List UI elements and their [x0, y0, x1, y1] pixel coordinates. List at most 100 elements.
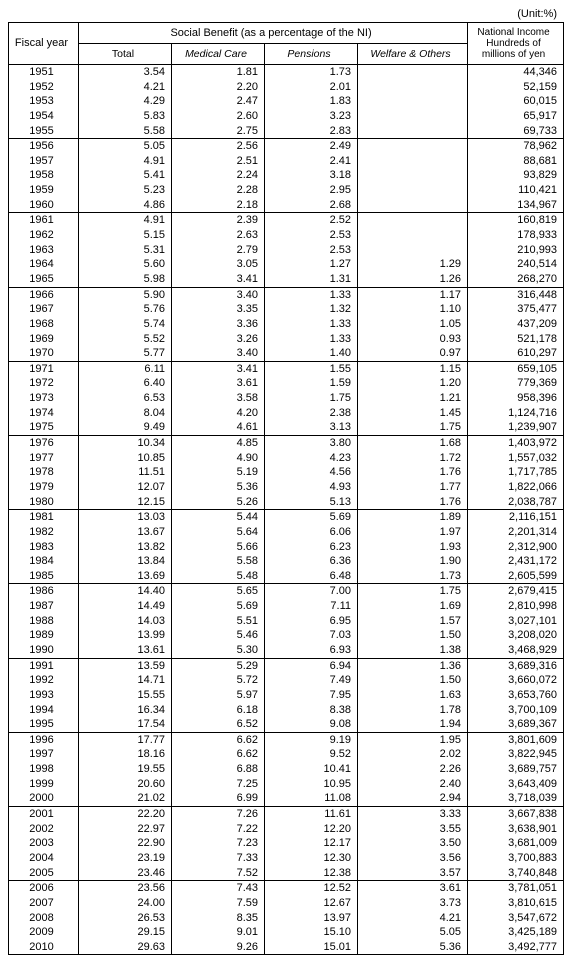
cell-national-income: 3,801,609 [468, 732, 564, 747]
social-benefit-table: Fiscal year Social Benefit (as a percent… [8, 22, 564, 955]
table-row: 19685.743.361.331.05437,209 [9, 317, 564, 332]
cell-year: 1968 [9, 317, 79, 332]
cell-medical: 5.64 [172, 525, 265, 540]
cell-welfare [358, 65, 468, 80]
cell-medical: 5.72 [172, 673, 265, 688]
cell-year: 1989 [9, 628, 79, 643]
cell-medical: 2.51 [172, 154, 265, 169]
cell-national-income: 659,105 [468, 361, 564, 376]
cell-total: 5.41 [79, 168, 172, 183]
cell-total: 10.34 [79, 436, 172, 451]
table-row: 198913.995.467.031.503,208,020 [9, 628, 564, 643]
cell-medical: 2.56 [172, 139, 265, 154]
cell-welfare: 1.38 [358, 643, 468, 658]
cell-national-income: 3,810,615 [468, 896, 564, 911]
cell-total: 14.49 [79, 599, 172, 614]
cell-total: 13.59 [79, 658, 172, 673]
cell-welfare [358, 94, 468, 109]
header-fiscal-year: Fiscal year [9, 23, 79, 65]
cell-medical: 8.35 [172, 911, 265, 926]
cell-welfare: 1.17 [358, 287, 468, 302]
table-row: 198413.845.586.361.902,431,172 [9, 554, 564, 569]
table-row: 19655.983.411.311.26268,270 [9, 272, 564, 287]
cell-medical: 6.62 [172, 732, 265, 747]
cell-national-income: 2,431,172 [468, 554, 564, 569]
cell-year: 2006 [9, 881, 79, 896]
cell-pensions: 11.61 [265, 807, 358, 822]
table-row: 19736.533.581.751.21958,396 [9, 391, 564, 406]
cell-medical: 7.25 [172, 777, 265, 792]
cell-medical: 7.22 [172, 822, 265, 837]
cell-year: 1973 [9, 391, 79, 406]
cell-pensions: 10.95 [265, 777, 358, 792]
cell-total: 5.98 [79, 272, 172, 287]
cell-year: 1981 [9, 510, 79, 525]
table-row: 199718.166.629.522.023,822,945 [9, 747, 564, 762]
cell-national-income: 2,116,151 [468, 510, 564, 525]
cell-medical: 6.88 [172, 762, 265, 777]
cell-national-income: 3,638,901 [468, 822, 564, 837]
cell-national-income: 44,346 [468, 65, 564, 80]
cell-medical: 9.26 [172, 940, 265, 955]
cell-welfare: 1.57 [358, 614, 468, 629]
table-row: 197811.515.194.561.761,717,785 [9, 465, 564, 480]
cell-total: 5.58 [79, 124, 172, 139]
cell-national-income: 316,448 [468, 287, 564, 302]
cell-year: 1979 [9, 480, 79, 495]
cell-year: 1978 [9, 465, 79, 480]
cell-national-income: 1,403,972 [468, 436, 564, 451]
table-row: 197710.854.904.231.721,557,032 [9, 451, 564, 466]
cell-welfare: 3.57 [358, 866, 468, 881]
cell-national-income: 93,829 [468, 168, 564, 183]
cell-medical: 5.51 [172, 614, 265, 629]
table-row: 19545.832.603.2365,917 [9, 109, 564, 124]
cell-national-income: 2,810,998 [468, 599, 564, 614]
cell-medical: 3.58 [172, 391, 265, 406]
header-national-income: National Income Hundreds of millions of … [468, 23, 564, 65]
unit-label: (Unit:%) [8, 8, 563, 20]
cell-year: 1951 [9, 65, 79, 80]
cell-total: 14.03 [79, 614, 172, 629]
cell-year: 1988 [9, 614, 79, 629]
cell-medical: 7.59 [172, 896, 265, 911]
cell-national-income: 3,681,009 [468, 836, 564, 851]
table-row: 200523.467.5212.383.573,740,848 [9, 866, 564, 881]
cell-total: 13.03 [79, 510, 172, 525]
table-row: 199214.715.727.491.503,660,072 [9, 673, 564, 688]
cell-pensions: 1.33 [265, 317, 358, 332]
cell-year: 1961 [9, 213, 79, 228]
cell-pensions: 7.49 [265, 673, 358, 688]
cell-national-income: 1,557,032 [468, 451, 564, 466]
cell-year: 1956 [9, 139, 79, 154]
cell-national-income: 375,477 [468, 302, 564, 317]
table-row: 199517.546.529.081.943,689,367 [9, 717, 564, 732]
table-row: 200423.197.3312.303.563,700,883 [9, 851, 564, 866]
cell-total: 15.55 [79, 688, 172, 703]
cell-total: 5.60 [79, 257, 172, 272]
cell-national-income: 1,717,785 [468, 465, 564, 480]
cell-medical: 5.65 [172, 584, 265, 599]
cell-total: 4.29 [79, 94, 172, 109]
cell-national-income: 268,270 [468, 272, 564, 287]
cell-total: 14.40 [79, 584, 172, 599]
table-row: 19614.912.392.52160,819 [9, 213, 564, 228]
cell-pensions: 7.03 [265, 628, 358, 643]
cell-welfare: 1.75 [358, 584, 468, 599]
cell-total: 5.31 [79, 243, 172, 258]
cell-welfare: 1.89 [358, 510, 468, 525]
cell-year: 1964 [9, 257, 79, 272]
cell-national-income: 2,201,314 [468, 525, 564, 540]
cell-pensions: 3.23 [265, 109, 358, 124]
cell-national-income: 178,933 [468, 228, 564, 243]
cell-welfare: 1.05 [358, 317, 468, 332]
cell-pensions: 12.30 [265, 851, 358, 866]
cell-pensions: 5.69 [265, 510, 358, 525]
cell-welfare: 1.63 [358, 688, 468, 703]
cell-pensions: 7.95 [265, 688, 358, 703]
cell-total: 4.91 [79, 213, 172, 228]
cell-medical: 3.40 [172, 346, 265, 361]
cell-pensions: 2.53 [265, 243, 358, 258]
cell-year: 1995 [9, 717, 79, 732]
cell-pensions: 2.68 [265, 198, 358, 213]
cell-year: 1997 [9, 747, 79, 762]
